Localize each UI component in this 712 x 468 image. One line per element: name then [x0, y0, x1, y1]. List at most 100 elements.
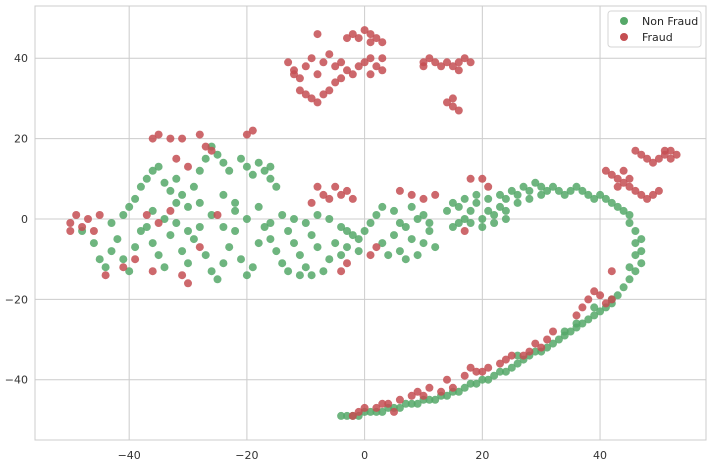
fraud-point [366, 70, 375, 79]
non-fraud-point [460, 383, 469, 392]
non-fraud-point [272, 182, 281, 191]
fraud-point [649, 190, 657, 199]
fraud-point [337, 74, 346, 83]
fraud-point [601, 299, 610, 308]
non-fraud-point [395, 247, 404, 256]
fraud-point [590, 287, 599, 296]
non-fraud-point [496, 190, 504, 199]
fraud-point [378, 54, 387, 63]
non-fraud-point [248, 263, 257, 272]
non-fraud-point [425, 395, 434, 404]
fraud-point [437, 62, 446, 71]
non-fraud-point [219, 190, 228, 199]
non-fraud-point [131, 243, 140, 252]
fraud-point [178, 134, 187, 143]
x-tick-label: 0 [361, 449, 368, 462]
fraud-point [301, 62, 310, 71]
non-fraud-point [195, 223, 204, 231]
non-fraud-point [125, 202, 134, 211]
non-fraud-point [390, 206, 398, 215]
non-fraud-point [478, 223, 487, 231]
non-fraud-point [584, 190, 593, 199]
fraud-point [654, 186, 663, 195]
non-fraud-point [225, 166, 234, 175]
fraud-point [195, 243, 204, 252]
fraud-point [407, 190, 416, 199]
fraud-point [419, 391, 428, 400]
non-fraud-point [266, 162, 275, 171]
non-fraud-point [343, 227, 351, 235]
non-fraud-point [107, 219, 116, 227]
fraud-point [101, 271, 110, 280]
non-fraud-point [307, 271, 316, 280]
non-fraud-point [395, 219, 404, 227]
fraud-point [637, 150, 646, 159]
fraud-point [325, 50, 334, 59]
fraud-point [460, 54, 469, 63]
non-fraud-point [119, 255, 128, 264]
non-fraud-point [519, 182, 528, 191]
non-fraud-point [266, 219, 275, 227]
non-fraud-point [501, 215, 510, 223]
fraud-point [154, 219, 163, 227]
non-fraud-point [360, 227, 369, 235]
fraud-point [407, 391, 416, 400]
fraud-point [207, 146, 216, 155]
non-fraud-point [407, 202, 416, 211]
fraud-point [142, 211, 151, 219]
fraud-point [625, 182, 634, 191]
legend-marker-non-fraud [620, 17, 628, 25]
non-fraud-point [237, 154, 245, 163]
fraud-point [148, 267, 157, 276]
non-fraud-point [472, 379, 481, 388]
non-fraud-point [513, 190, 522, 199]
non-fraud-point [313, 211, 322, 219]
non-fraud-point [343, 243, 351, 252]
non-fraud-point [254, 158, 263, 167]
fraud-point [596, 291, 605, 300]
non-fraud-point [625, 219, 634, 227]
non-fraud-point [278, 259, 287, 268]
non-fraud-point [425, 227, 434, 235]
fraud-point [89, 227, 98, 235]
fraud-point [672, 150, 681, 159]
non-fraud-point [290, 215, 298, 223]
non-fraud-point [319, 267, 328, 276]
fraud-point [366, 38, 375, 47]
non-fraud-point [260, 166, 269, 175]
non-fraud-point [631, 251, 640, 260]
non-fraud-point [554, 186, 563, 195]
non-fraud-point [560, 327, 569, 336]
fraud-point [348, 411, 357, 420]
fraud-point [448, 383, 457, 392]
non-fraud-point [566, 186, 575, 195]
non-fraud-point [560, 190, 569, 199]
fraud-point [319, 90, 328, 99]
non-fraud-point [613, 202, 622, 211]
non-fraud-point [543, 186, 552, 195]
non-fraud-point [207, 267, 216, 276]
non-fraud-point [142, 223, 151, 231]
non-fraud-point [189, 182, 198, 191]
fraud-point [325, 86, 334, 95]
fraud-point [419, 58, 428, 67]
non-fraud-point [507, 186, 516, 195]
fraud-point [372, 243, 381, 252]
non-fraud-point [160, 215, 169, 223]
fraud-point [313, 98, 322, 107]
non-fraud-point [172, 174, 181, 183]
fraud-point [360, 403, 369, 412]
fraud-point [496, 359, 504, 368]
fraud-point [366, 251, 375, 260]
non-fraud-point [572, 182, 581, 191]
non-fraud-point [231, 227, 240, 235]
fraud-point [295, 74, 304, 83]
fraud-point [643, 154, 652, 163]
non-fraud-point [407, 399, 416, 408]
fraud-point [443, 58, 451, 67]
non-fraud-point [531, 347, 540, 356]
non-fraud-point [301, 263, 310, 272]
fraud-point [313, 30, 322, 39]
non-fraud-point [195, 198, 204, 207]
fraud-point [431, 58, 440, 67]
